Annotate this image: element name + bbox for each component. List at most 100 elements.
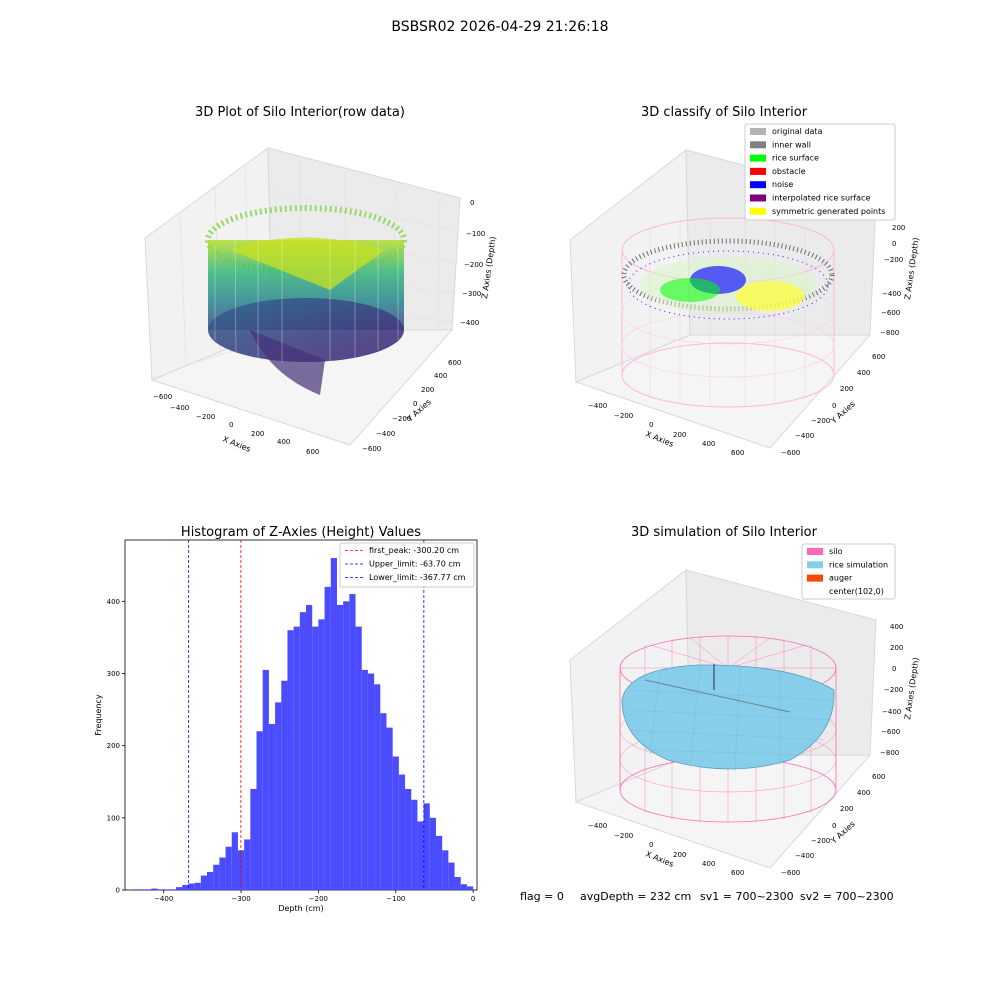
sim-z-tick: −600 [881, 728, 900, 736]
histogram-bar [268, 724, 276, 890]
sim-z-tick: 200 [890, 644, 903, 652]
histogram-x-tick-label: −300 [231, 895, 250, 903]
classify-legend-label: noise [772, 180, 793, 189]
classify-x-label: X Axies [644, 430, 675, 449]
raw-title: 3D Plot of Silo Interior(row data) [195, 105, 405, 120]
status-line: flag = 0 avgDepth = 232 cm sv1 = 700~230… [520, 890, 894, 903]
histogram-bar [262, 669, 269, 890]
classify-y-ticks: −600 −400 −200 0 200 400 600 [781, 353, 885, 457]
histogram-bar [281, 680, 288, 890]
classify-legend-swatch [750, 154, 766, 162]
histogram-bar [386, 727, 393, 890]
raw-y-tick: −600 [362, 445, 381, 453]
classify-z-label: Z Axies (Depth) [903, 237, 921, 300]
histogram-bar [454, 877, 461, 890]
classify-z-tick: −200 [884, 256, 903, 264]
figure-title: BSBSR02 2026-04-29 21:26:18 [391, 19, 608, 35]
raw-z-tick: −300 [462, 290, 481, 298]
histogram-bar [318, 619, 325, 890]
classify-x-tick: −200 [614, 412, 633, 420]
histogram-bar [435, 835, 443, 890]
classify-y-tick: 400 [857, 369, 870, 377]
classify-x-tick: −400 [588, 402, 607, 410]
simulation-legend: silo rice simulation auger center(102,0) [801, 543, 896, 600]
simulation-title: 3D simulation of Silo Interior [631, 525, 818, 540]
histogram-bar [324, 586, 331, 890]
raw-z-tick: −100 [466, 230, 485, 238]
histogram-bar [405, 788, 412, 890]
classify-legend-label: original data [772, 127, 823, 136]
status-flag: flag = 0 [520, 890, 564, 903]
panel-classify: 3D classify of Silo Interior original da… [569, 105, 921, 457]
histogram-bar [442, 850, 449, 890]
raw-z-ticks: 0 −100 −200 −300 −400 [460, 199, 485, 327]
histogram-bar [219, 857, 226, 890]
raw-y-tick: −400 [376, 430, 395, 438]
sim-x-tick: 200 [673, 851, 686, 859]
histogram-bar [157, 889, 164, 890]
sim-y-tick: −200 [811, 837, 830, 845]
simulation-legend-swatch [807, 561, 823, 569]
sim-y-tick: 400 [857, 789, 870, 797]
histogram-x-label: Depth (cm) [278, 904, 323, 913]
histogram-bar [367, 673, 375, 890]
histogram-bar [466, 886, 474, 890]
histogram-bar [231, 832, 238, 890]
histogram-y-tick-label: 400 [107, 598, 120, 606]
raw-x-label: X Axies [221, 435, 252, 454]
histogram-x-tick-label: −400 [154, 895, 173, 903]
histogram-bar [306, 604, 313, 890]
sim-x-tick: 600 [731, 869, 744, 877]
classify-legend-label: symmetric generated points [772, 207, 885, 216]
simulation-legend-swatch [807, 548, 823, 555]
status-avg-depth: avgDepth = 232 cm [580, 890, 691, 903]
raw-x-tick: 400 [277, 438, 290, 446]
histogram-bar [188, 883, 195, 890]
raw-y-tick: −200 [392, 415, 411, 423]
histogram-bar [256, 731, 263, 890]
classify-y-tick: 0 [832, 402, 836, 410]
classify-x-tick: 600 [731, 449, 744, 457]
classify-legend-swatch [750, 141, 766, 149]
classify-y-tick: −200 [811, 417, 830, 425]
histogram-bar [250, 788, 257, 890]
raw-surface [230, 237, 385, 290]
raw-z-tick: −400 [460, 319, 479, 327]
sim-z-label: Z Axies (Depth) [903, 657, 921, 720]
sim-x-tick: −200 [614, 832, 633, 840]
histogram-bar [169, 889, 177, 890]
sim-y-tick: −400 [795, 852, 814, 860]
histogram-legend-label: Lower_limit: -367.77 cm [369, 573, 466, 582]
histogram-bar [411, 799, 418, 890]
raw-x-tick: 0 [229, 421, 233, 429]
histogram-bar [448, 862, 455, 890]
histogram-x-ticks: −400 −300 −200 −100 0 [154, 890, 475, 903]
histogram-bar [138, 889, 146, 890]
classify-y-tick: −600 [781, 449, 800, 457]
classify-legend-box [744, 123, 896, 221]
classify-legend: original data inner wall rice surface obsta… [744, 123, 896, 221]
raw-y-tick: 400 [434, 372, 447, 380]
classify-legend-label: rice surface [772, 154, 819, 163]
histogram-x-tick-label: 0 [471, 895, 475, 903]
classify-legend-label: interpolated rice surface [772, 194, 870, 203]
status-sv2: sv2 = 700~2300 [800, 890, 894, 903]
histogram-bar [361, 669, 368, 890]
histogram-legend-label: Upper_limit: -63.70 cm [369, 560, 461, 569]
classify-z-tick: 200 [892, 224, 905, 232]
simulation-legend-label: center(102,0) [829, 587, 884, 596]
histogram-bar [380, 713, 387, 890]
raw-x-tick: −400 [170, 404, 189, 412]
histogram-legend-box [339, 542, 475, 588]
classify-x-tick: 200 [673, 431, 686, 439]
classify-x-tick: 400 [702, 440, 715, 448]
raw-y-tick: 0 [413, 400, 417, 408]
sim-x-tick: 400 [702, 860, 715, 868]
classify-legend-swatch [750, 207, 766, 215]
classify-x-ticks: −400 −200 0 200 400 600 [588, 402, 744, 457]
raw-z-tick: −200 [464, 261, 483, 269]
raw-x-tick: 200 [251, 430, 264, 438]
raw-x-tick: 600 [306, 448, 319, 456]
sim-z-tick: 400 [890, 623, 903, 631]
histogram-bar [287, 630, 294, 890]
